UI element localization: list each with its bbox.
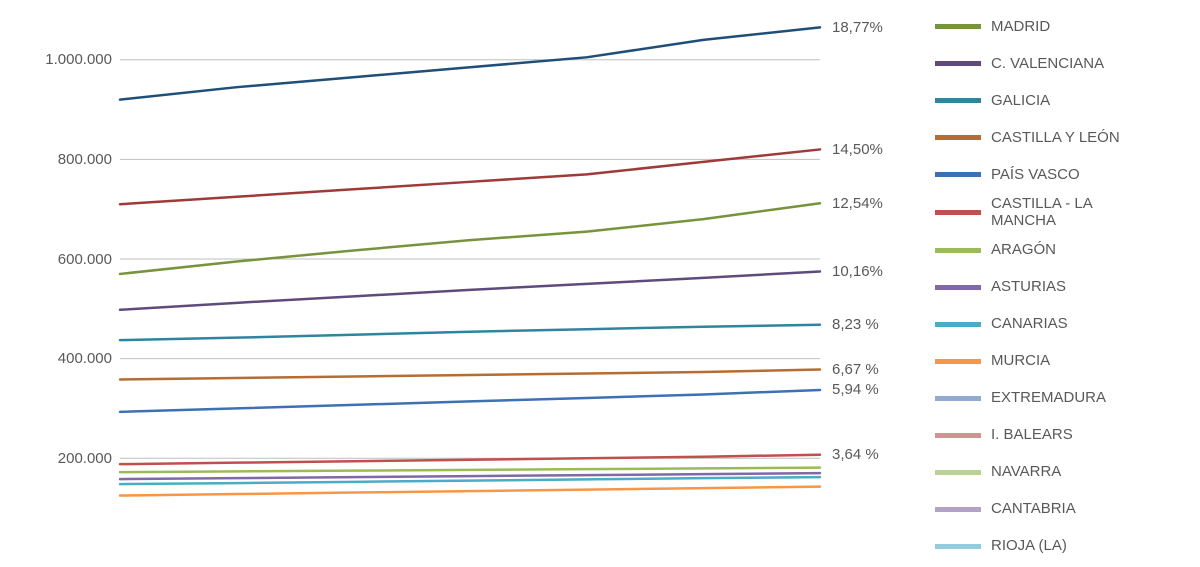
legend-label: CANARIAS <box>991 315 1068 332</box>
legend-item: EXTREMADURA <box>935 382 1120 415</box>
y-tick-label: 1.000.000 <box>45 51 112 68</box>
legend-item: CASTILLA Y LEÓN <box>935 121 1120 154</box>
legend-item: C. VALENCIANA <box>935 47 1120 80</box>
legend-swatch <box>935 433 981 438</box>
series-madrid <box>120 203 820 274</box>
legend-label: CASTILLA - LA MANCHA <box>991 195 1093 230</box>
legend-swatch <box>935 172 981 177</box>
legend-item: PAÍS VASCO <box>935 158 1120 191</box>
series-galicia <box>120 325 820 340</box>
end-label-castilla-leon: 6,67 % <box>832 361 879 378</box>
legend-item: NAVARRA <box>935 456 1120 489</box>
legend-swatch <box>935 98 981 103</box>
legend-label: NAVARRA <box>991 463 1061 480</box>
y-tick-label: 800.000 <box>58 151 112 168</box>
legend-label: EXTREMADURA <box>991 389 1106 406</box>
legend-swatch <box>935 24 981 29</box>
legend-item: MADRID <box>935 10 1120 43</box>
legend-swatch <box>935 322 981 327</box>
legend-swatch <box>935 210 981 215</box>
legend-label: MADRID <box>991 18 1050 35</box>
series-top-blue <box>120 27 820 99</box>
legend-item: CASTILLA - LA MANCHA <box>935 195 1120 230</box>
legend-item: GALICIA <box>935 84 1120 117</box>
legend-label: ASTURIAS <box>991 278 1066 295</box>
legend-item: MURCIA <box>935 345 1120 378</box>
legend-swatch <box>935 544 981 549</box>
legend-item: CANARIAS <box>935 308 1120 341</box>
end-label-top-blue: 18,77% <box>832 19 883 36</box>
y-tick-label: 400.000 <box>58 350 112 367</box>
legend-item: RIOJA (LA) <box>935 530 1120 563</box>
legend-item: I. BALEARS <box>935 419 1120 452</box>
series-castilla-leon <box>120 370 820 380</box>
legend-swatch <box>935 507 981 512</box>
chart-legend: MADRID C. VALENCIANA GALICIA CASTILLA Y LEÓ… <box>935 10 1120 567</box>
y-tick-label: 600.000 <box>58 251 112 268</box>
legend-label: MURCIA <box>991 352 1050 369</box>
legend-label: CASTILLA Y LEÓN <box>991 129 1120 146</box>
series-c-valenciana <box>120 271 820 309</box>
end-label-castilla-mancha: 3,64 % <box>832 446 879 463</box>
legend-swatch <box>935 396 981 401</box>
legend-label: ARAGÓN <box>991 241 1056 258</box>
legend-item: CANTABRIA <box>935 493 1120 526</box>
series-pais-vasco <box>120 390 820 412</box>
legend-label: I. BALEARS <box>991 426 1073 443</box>
legend-label: CANTABRIA <box>991 500 1076 517</box>
legend-swatch <box>935 248 981 253</box>
legend-swatch <box>935 285 981 290</box>
legend-item: ARAGÓN <box>935 234 1120 267</box>
end-label-dark-red: 14,50% <box>832 141 883 158</box>
y-tick-label: 200.000 <box>58 450 112 467</box>
end-label-madrid: 12,54% <box>832 195 883 212</box>
legend-label: PAÍS VASCO <box>991 166 1080 183</box>
end-label-c-valenciana: 10,16% <box>832 263 883 280</box>
series-murcia <box>120 487 820 496</box>
end-label-pais-vasco: 5,94 % <box>832 381 879 398</box>
series-castilla-mancha <box>120 455 820 464</box>
legend-label: C. VALENCIANA <box>991 55 1104 72</box>
legend-label: GALICIA <box>991 92 1050 109</box>
legend-swatch <box>935 135 981 140</box>
legend-item: ASTURIAS <box>935 271 1120 304</box>
legend-label: RIOJA (LA) <box>991 537 1067 554</box>
end-label-galicia: 8,23 % <box>832 316 879 333</box>
legend-swatch <box>935 470 981 475</box>
series-dark-red <box>120 149 820 204</box>
series-aragon <box>120 468 820 472</box>
legend-swatch <box>935 61 981 66</box>
legend-swatch <box>935 359 981 364</box>
